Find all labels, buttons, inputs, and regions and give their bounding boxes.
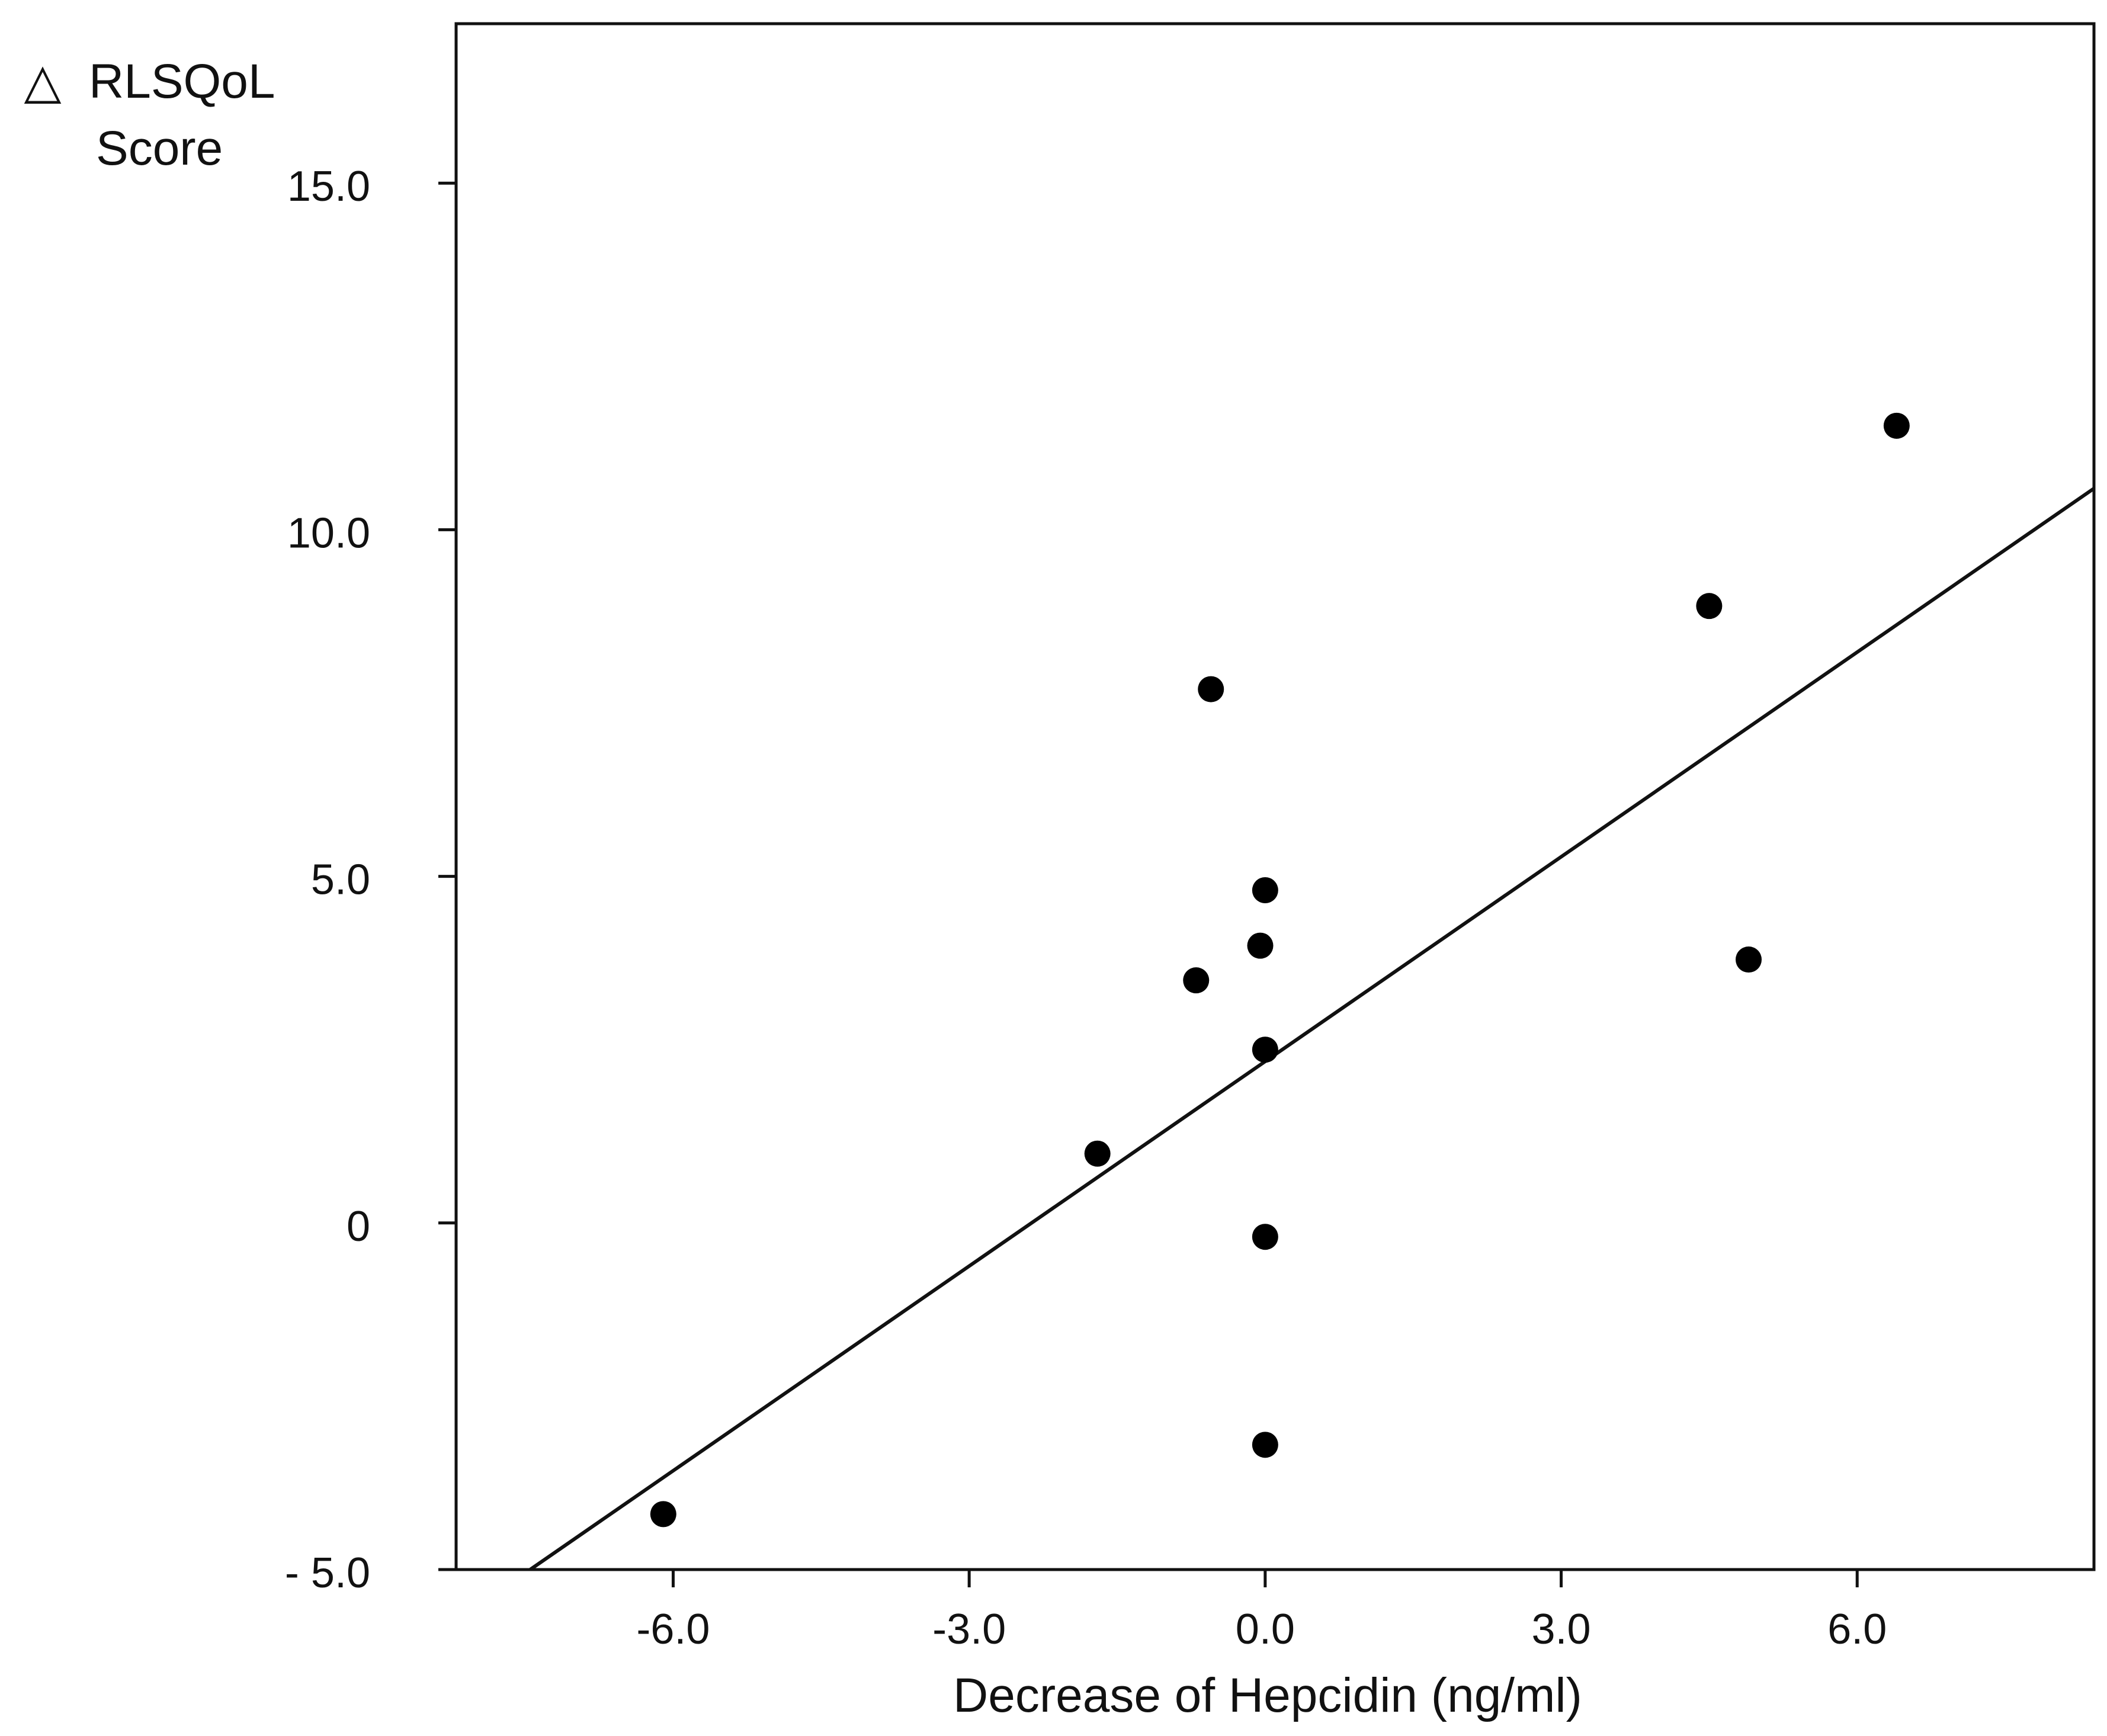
y-axis-title-line-2: Score — [96, 121, 223, 175]
fit-line-group — [529, 487, 2095, 1571]
axes — [454, 22, 2096, 1571]
x-tick-label: 6.0 — [1827, 1606, 1887, 1653]
x-axis-title: Decrease of Hepcidin (ng/ml) — [953, 1668, 1582, 1722]
data-point — [1696, 593, 1723, 620]
x-axis-ticks: -6.0 -3.0 0.0 3.0 6.0 — [636, 1570, 1887, 1653]
data-point — [1247, 932, 1274, 959]
data-point — [1736, 946, 1762, 973]
data-point — [1252, 1432, 1278, 1458]
data-points — [650, 412, 1910, 1528]
x-tick-label: -3.0 — [932, 1606, 1006, 1653]
data-point — [1183, 967, 1210, 994]
y-axis-delta-symbol: △ — [24, 54, 61, 108]
x-tick-label: 3.0 — [1531, 1606, 1590, 1653]
data-point — [1252, 1037, 1278, 1063]
y-tick-label: 0 — [347, 1203, 370, 1250]
y-tick-label: 5.0 — [311, 856, 370, 904]
x-tick-label: 0.0 — [1236, 1606, 1295, 1653]
y-tick-label: 10.0 — [287, 509, 370, 557]
y-tick-label: - 5.0 — [285, 1549, 370, 1597]
data-point — [1252, 1224, 1278, 1250]
data-point — [1883, 412, 1910, 439]
y-axis-ticks: - 5.0 0 5.0 10.0 15.0 — [285, 163, 456, 1597]
fit-line — [529, 487, 2095, 1571]
data-point — [1198, 676, 1224, 702]
y-tick-label: 15.0 — [287, 163, 370, 210]
data-point — [1252, 877, 1278, 904]
plot-frame — [454, 22, 2096, 1571]
y-axis-title-line-1: RLSQoL — [89, 54, 275, 108]
data-point — [1084, 1140, 1111, 1167]
data-point — [650, 1501, 676, 1528]
x-tick-label: -6.0 — [636, 1606, 710, 1653]
